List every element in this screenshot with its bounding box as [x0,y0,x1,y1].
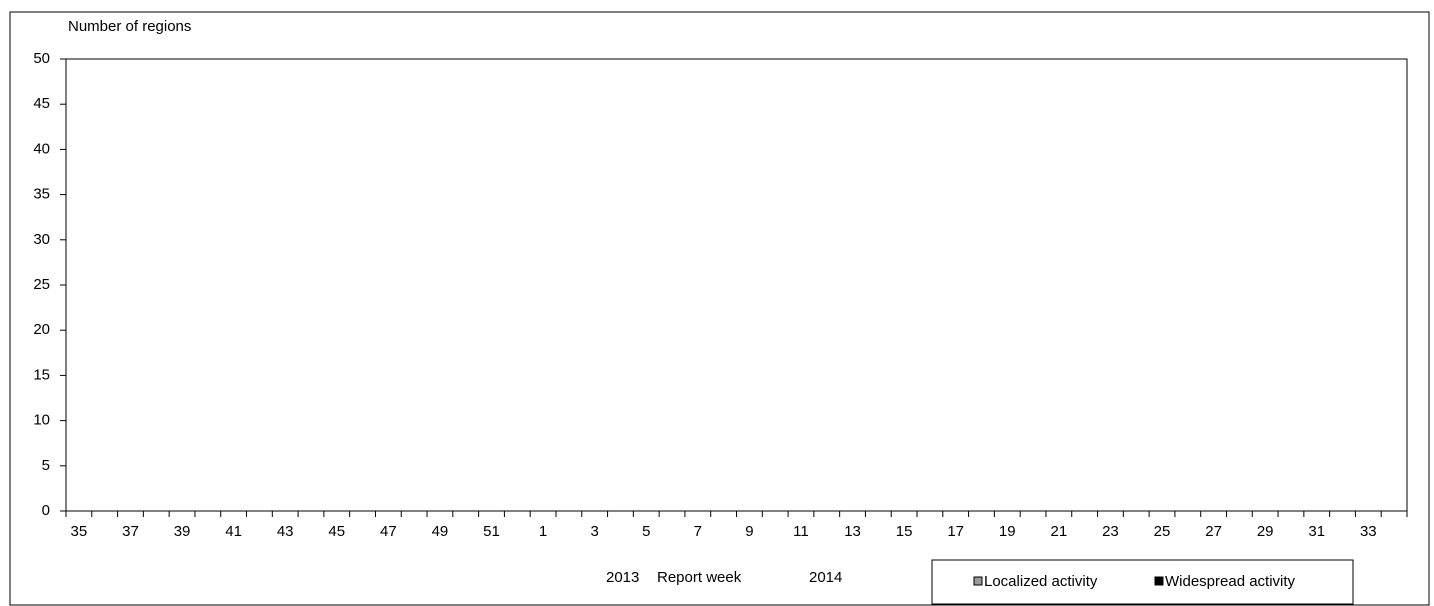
x-tick-label: 5 [642,523,650,540]
x-tick-label: 43 [277,523,294,540]
x-annotation: 2013 [606,569,639,586]
x-tick-label: 29 [1257,523,1274,540]
y-tick-label: 50 [33,50,50,67]
y-axis-title: Number of regions [68,18,191,35]
y-tick-label: 5 [42,457,50,474]
x-tick-label: 9 [745,523,753,540]
x-tick-label: 51 [483,523,500,540]
legend-label: Localized activity [984,573,1098,590]
y-tick-label: 30 [33,231,50,248]
plot-area [65,58,1408,512]
x-tick-label: 47 [380,523,397,540]
x-tick-label: 21 [1051,523,1068,540]
y-tick-label: 20 [33,321,50,338]
y-tick-label: 10 [33,412,50,429]
x-tick-label: 33 [1360,523,1377,540]
x-tick-label: 39 [174,523,191,540]
y-tick-label: 0 [42,502,50,519]
x-tick-label: 45 [328,523,345,540]
x-tick-label: 15 [896,523,913,540]
x-tick-label: 11 [793,523,809,540]
x-tick-label: 3 [590,523,598,540]
x-tick-label: 17 [947,523,964,540]
x-tick-label: 41 [225,523,242,540]
x-axis-title: Report week [657,569,742,586]
y-tick-label: 35 [33,186,50,203]
y-tick-label: 45 [33,95,50,112]
x-tick-label: 1 [539,523,547,540]
x-tick-label: 13 [844,523,861,540]
legend-label: Widespread activity [1165,573,1296,590]
x-tick-label: 37 [122,523,139,540]
x-tick-label: 7 [694,523,702,540]
legend [931,559,1354,605]
legend-swatch [1154,576,1164,586]
x-tick-label: 31 [1308,523,1325,540]
x-annotation: 2014 [809,569,842,586]
legend-swatch [973,576,983,586]
y-tick-label: 40 [33,140,50,157]
x-tick-label: 25 [1154,523,1171,540]
chart-frame [9,11,1430,606]
x-tick-label: 27 [1205,523,1222,540]
x-tick-label: 35 [71,523,88,540]
x-tick-label: 23 [1102,523,1119,540]
y-tick-label: 25 [33,276,50,293]
x-tick-label: 19 [999,523,1016,540]
y-tick-label: 15 [33,366,50,383]
x-tick-label: 49 [432,523,449,540]
